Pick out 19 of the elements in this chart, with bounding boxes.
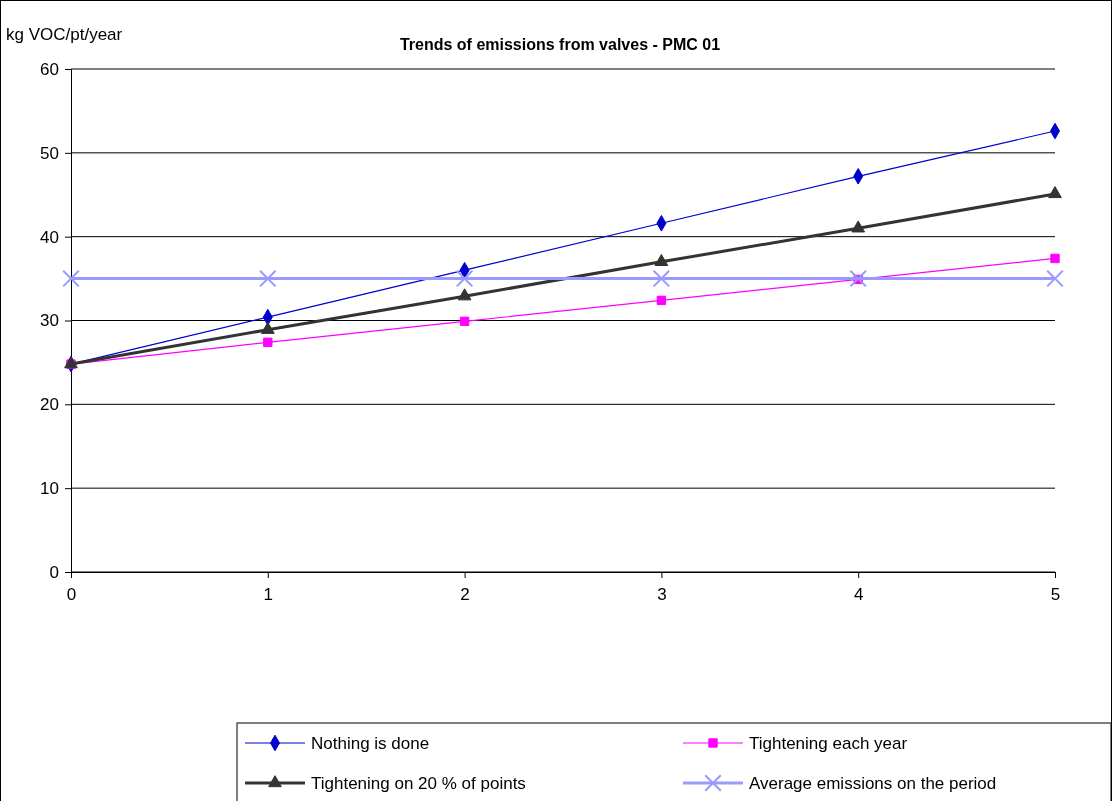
legend-label: Nothing is done [311, 734, 430, 753]
y-tick-label: 20 [40, 395, 59, 415]
x-tick-label: 0 [66, 585, 77, 605]
y-tick-label: 30 [40, 311, 59, 331]
x-tick-label: 2 [460, 585, 470, 605]
y-tick-label: 60 [40, 59, 59, 79]
y-tick-label: 10 [40, 479, 59, 499]
x-tick-label: 3 [657, 585, 667, 605]
x-tick-label: 5 [1050, 585, 1061, 605]
x-tick-label: 4 [853, 585, 864, 605]
chart-title: Trends of emissions from valves - PMC 01 [399, 36, 721, 53]
y-tick-label: 40 [40, 227, 59, 247]
y-tick-label: 0 [49, 562, 59, 582]
y-tick-label: 50 [40, 143, 59, 163]
legend-label: Average emissions on the period [749, 774, 997, 793]
y-axis-title: kg VOC/pt/year [6, 25, 123, 44]
x-tick-label: 1 [263, 585, 274, 605]
legend-label: Tightening each year [749, 734, 908, 753]
legend-label: Tightening on 20 % of points [311, 774, 526, 793]
